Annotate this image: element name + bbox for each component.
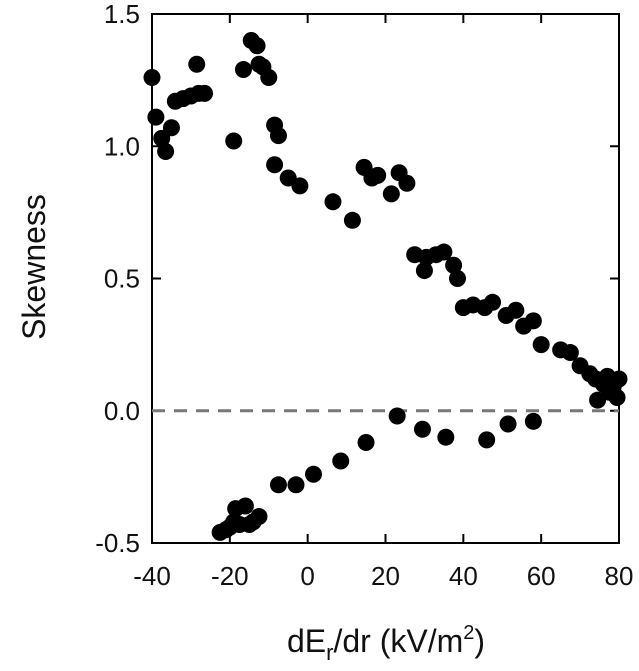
data-point xyxy=(398,174,416,192)
data-point xyxy=(269,127,287,145)
data-point xyxy=(332,452,350,470)
y-tick-label: 0.0 xyxy=(104,396,140,426)
data-point xyxy=(610,370,628,388)
data-point xyxy=(478,431,496,449)
data-point xyxy=(291,177,309,195)
x-tick-label: 80 xyxy=(605,561,634,591)
data-point xyxy=(287,476,305,494)
data-point xyxy=(188,55,206,73)
data-point xyxy=(305,465,323,483)
axes xyxy=(151,13,620,544)
data-point xyxy=(343,211,361,229)
x-tick-label: -20 xyxy=(211,561,249,591)
data-point xyxy=(196,84,214,102)
data-point xyxy=(162,119,180,137)
data-point xyxy=(484,293,502,311)
data-point xyxy=(269,476,287,494)
data-point xyxy=(157,143,175,161)
x-tick-label: 0 xyxy=(300,561,314,591)
data-point xyxy=(234,61,252,79)
data-point xyxy=(266,156,284,174)
y-tick-label: -0.5 xyxy=(95,528,140,558)
data-point xyxy=(507,301,525,319)
data-point xyxy=(445,256,463,274)
data-point xyxy=(250,508,268,526)
y-tick-label: 1.0 xyxy=(104,131,140,161)
x-tick-label: 40 xyxy=(449,561,478,591)
data-point xyxy=(524,412,542,430)
data-point xyxy=(437,428,455,446)
data-point xyxy=(435,243,453,261)
data-point xyxy=(225,132,243,150)
data-point xyxy=(448,270,466,287)
data-point xyxy=(415,262,433,280)
data-point xyxy=(532,336,550,354)
x-tick-label: -40 xyxy=(133,561,171,591)
y-tick-label: 0.5 xyxy=(104,264,140,294)
plot-frame xyxy=(151,13,620,544)
data-point xyxy=(357,433,375,451)
data-point xyxy=(248,37,266,55)
x-axis-title: dEr/dr (kV/m2) xyxy=(287,622,485,665)
data-point xyxy=(147,108,165,126)
data-points xyxy=(143,31,628,541)
data-point xyxy=(608,389,626,407)
data-point xyxy=(143,68,161,86)
x-tick-label: 60 xyxy=(527,561,556,591)
data-point xyxy=(499,415,517,433)
y-tick-label: 1.5 xyxy=(104,0,140,29)
data-point xyxy=(324,193,342,211)
data-point xyxy=(369,166,387,184)
data-point xyxy=(524,312,542,330)
y-axis-title: Skewness xyxy=(16,194,52,340)
data-point xyxy=(382,185,400,203)
data-point xyxy=(561,344,579,362)
tick-labels: -40 -20 0 20 40 60 80 1.5 1.0 0.5 0.0 -0.5 xyxy=(95,0,633,591)
data-point xyxy=(260,68,278,86)
data-point xyxy=(413,420,431,438)
x-tick-label: 20 xyxy=(371,561,400,591)
data-point xyxy=(236,497,254,515)
data-point xyxy=(388,407,406,425)
